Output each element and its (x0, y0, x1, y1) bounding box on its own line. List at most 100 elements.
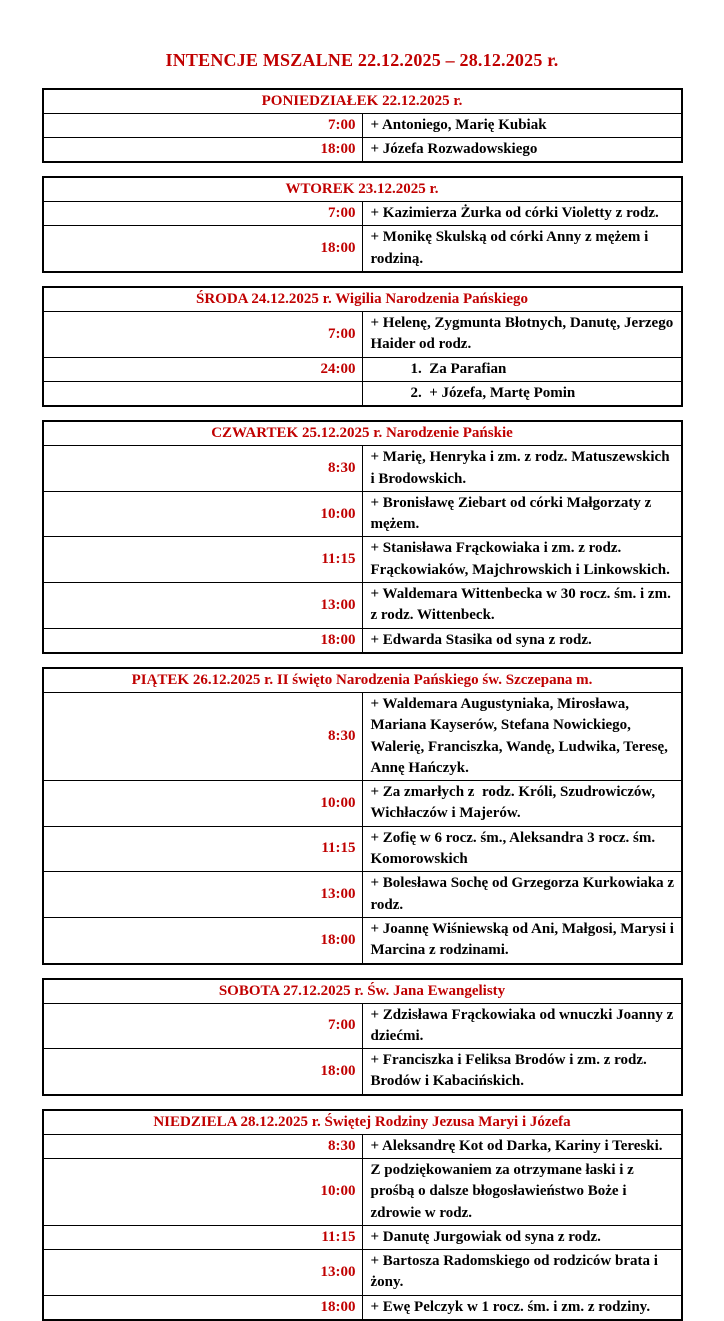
intention-text: + Kazimierza Żurka od córki Violetty z r… (361, 201, 682, 227)
time-cell: 10:00 (42, 490, 363, 538)
time-cell: 13:00 (42, 582, 363, 629)
intention-row: 11:15 + Zofię w 6 rocz. śm., Aleksandra 3… (42, 825, 682, 873)
intention-row: 18:00 + Józefa Rozwadowskiego (42, 136, 682, 163)
day-header: NIEDZIELA 28.12.2025 r. Świętej Rodziny … (42, 1109, 682, 1135)
day-header: WTOREK 23.12.2025 r. (42, 176, 682, 203)
day-table: PONIEDZIAŁEK 22.12.2025 r. 7:00 + Antonie… (41, 87, 683, 164)
intention-text: + Stanisława Frąckowiaka i zm. z rodz. F… (361, 536, 682, 584)
intention-row: 18:00 + Edwarda Stasika od syna z rodz. (42, 627, 682, 654)
time-cell: 18:00 (42, 627, 363, 654)
intention-text: 1. Za Parafian (361, 356, 682, 382)
day-header: PONIEDZIAŁEK 22.12.2025 r. (42, 88, 682, 114)
time-cell: 10:00 (42, 780, 363, 827)
day-table: PIĄTEK 26.12.2025 r. II święto Narodzeni… (41, 666, 683, 965)
intention-row: 18:00 + Ewę Pelczyk w 1 rocz. śm. i zm. z… (42, 1294, 682, 1321)
intention-row: 13:00 + Bartosza Radomskiego od rodziców … (42, 1249, 682, 1296)
intention-text: + Józefa Rozwadowskiego (361, 136, 682, 163)
intention-text: + Antoniego, Marię Kubiak (361, 112, 682, 138)
day-header: ŚRODA 24.12.2025 r. Wigilia Narodzenia P… (42, 286, 682, 313)
time-cell: 8:30 (42, 445, 363, 492)
intention-row: 7:00 + Zdzisława Frąckowiaka od wnuczki J… (42, 1002, 682, 1050)
intention-text: + Bartosza Radomskiego od rodziców brata… (361, 1249, 682, 1296)
day-table: CZWARTEK 25.12.2025 r. Narodzenie Pański… (41, 420, 683, 654)
time-cell: 8:30 (42, 691, 363, 782)
time-cell: 18:00 (42, 916, 363, 965)
intention-row: 7:00 + Antoniego, Marię Kubiak (42, 112, 682, 138)
intention-row: 10:00 + Za zmarłych z rodz. Króli, Szudro… (42, 780, 682, 827)
day-rows: 7:00 + Antoniego, Marię Kubiak 18:00 + Józe… (42, 112, 682, 163)
day-header: PIĄTEK 26.12.2025 r. II święto Narodzeni… (42, 667, 682, 693)
intention-row: 8:30 + Aleksandrę Kot od Darka, Kariny i … (42, 1133, 682, 1159)
document-page: INTENCJE MSZALNE 22.12.2025 – 28.12.2025… (41, 50, 683, 1321)
intention-row: 18:00 + Monikę Skulską od córki Anny z mę… (42, 225, 682, 273)
day-header: SOBOTA 27.12.2025 r. Św. Jana Ewangelist… (42, 978, 682, 1004)
schedule: PONIEDZIAŁEK 22.12.2025 r. 7:00 + Antonie… (0, 87, 724, 1321)
day-rows: 8:30 + Marię, Henryka i zm. z rodz. Matus… (42, 445, 682, 654)
day-header-row: WTOREK 23.12.2025 r. (42, 176, 682, 203)
intention-text: + Zdzisława Frąckowiaka od wnuczki Joann… (361, 1002, 682, 1050)
time-cell: 7:00 (42, 311, 363, 358)
intention-row: 24:00 1. Za Parafian (42, 356, 682, 382)
intention-text: + Franciszka i Feliksa Brodów i zm. z ro… (361, 1048, 682, 1096)
time-cell: 18:00 (42, 1294, 363, 1321)
intention-row: 8:30 + Waldemara Augustyniaka, Mirosława,… (42, 691, 682, 782)
intention-text: + Edwarda Stasika od syna z rodz. (361, 627, 682, 654)
time-cell: 7:00 (42, 201, 363, 227)
day-table: ŚRODA 24.12.2025 r. Wigilia Narodzenia P… (41, 286, 683, 408)
day-rows: 7:00 + Kazimierza Żurka od córki Violetty… (42, 201, 682, 273)
intention-text: + Helenę, Zygmunta Błotnych, Danutę, Jer… (361, 311, 682, 358)
intention-text: + Bolesława Sochę od Grzegorza Kurkowiak… (361, 871, 682, 918)
intention-row: 2. + Józefa, Martę Pomin (42, 380, 682, 407)
day-header-row: CZWARTEK 25.12.2025 r. Narodzenie Pański… (42, 420, 682, 447)
intention-text: + Marię, Henryka i zm. z rodz. Matuszews… (361, 445, 682, 492)
day-rows: 8:30 + Waldemara Augustyniaka, Mirosława,… (42, 691, 682, 965)
time-cell: 13:00 (42, 1249, 363, 1296)
intention-row: 13:00 + Bolesława Sochę od Grzegorza Kurk… (42, 871, 682, 918)
intention-text: + Ewę Pelczyk w 1 rocz. śm. i zm. z rodz… (361, 1294, 682, 1321)
time-cell: 11:15 (42, 536, 363, 584)
intention-text: + Danutę Jurgowiak od syna z rodz. (361, 1224, 682, 1251)
intention-row: 18:00 + Joannę Wiśniewską od Ani, Małgosi… (42, 916, 682, 965)
intention-row: 11:15 + Stanisława Frąckowiaka i zm. z ro… (42, 536, 682, 584)
time-cell (42, 380, 363, 407)
day-rows: 7:00 + Helenę, Zygmunta Błotnych, Danutę,… (42, 311, 682, 407)
intention-row: 18:00 + Franciszka i Feliksa Brodów i zm.… (42, 1048, 682, 1096)
intention-text: + Monikę Skulską od córki Anny z mężem i… (361, 225, 682, 273)
intention-row: 11:15 + Danutę Jurgowiak od syna z rodz. (42, 1224, 682, 1251)
intention-text: + Joannę Wiśniewską od Ani, Małgosi, Mar… (361, 916, 682, 965)
day-rows: 7:00 + Zdzisława Frąckowiaka od wnuczki J… (42, 1002, 682, 1096)
intention-row: 7:00 + Kazimierza Żurka od córki Violetty… (42, 201, 682, 227)
day-header: CZWARTEK 25.12.2025 r. Narodzenie Pański… (42, 420, 682, 447)
time-cell: 18:00 (42, 1048, 363, 1096)
day-header-row: PIĄTEK 26.12.2025 r. II święto Narodzeni… (42, 667, 682, 693)
intention-text: + Waldemara Wittenbecka w 30 rocz. śm. i… (361, 582, 682, 629)
day-header-row: SOBOTA 27.12.2025 r. Św. Jana Ewangelist… (42, 978, 682, 1004)
day-header-row: PONIEDZIAŁEK 22.12.2025 r. (42, 88, 682, 114)
intention-text: + Waldemara Augustyniaka, Mirosława, Mar… (361, 691, 682, 782)
time-cell: 24:00 (42, 356, 363, 382)
time-cell: 11:15 (42, 825, 363, 873)
intention-text: + Zofię w 6 rocz. śm., Aleksandra 3 rocz… (361, 825, 682, 873)
time-cell: 8:30 (42, 1133, 363, 1159)
intention-text: + Za zmarłych z rodz. Króli, Szudrowiczó… (361, 780, 682, 827)
time-cell: 11:15 (42, 1224, 363, 1251)
time-cell: 7:00 (42, 1002, 363, 1050)
time-cell: 7:00 (42, 112, 363, 138)
page-title: INTENCJE MSZALNE 22.12.2025 – 28.12.2025… (165, 50, 559, 70)
intention-row: 10:00 Z podziękowaniem za otrzymane łaski… (42, 1157, 682, 1226)
intention-row: 8:30 + Marię, Henryka i zm. z rodz. Matus… (42, 445, 682, 492)
time-cell: 18:00 (42, 136, 363, 163)
time-cell: 10:00 (42, 1157, 363, 1226)
day-table: SOBOTA 27.12.2025 r. Św. Jana Ewangelist… (41, 977, 683, 1096)
intention-text: + Bronisławę Ziebart od córki Małgorzaty… (361, 490, 682, 538)
intention-text: Z podziękowaniem za otrzymane łaski i z … (361, 1157, 682, 1226)
intention-text: + Aleksandrę Kot od Darka, Kariny i Tere… (361, 1133, 682, 1159)
intention-row: 10:00 + Bronisławę Ziebart od córki Małgo… (42, 490, 682, 538)
day-table: NIEDZIELA 28.12.2025 r. Świętej Rodziny … (41, 1108, 683, 1321)
day-header-row: NIEDZIELA 28.12.2025 r. Świętej Rodziny … (42, 1109, 682, 1135)
time-cell: 13:00 (42, 871, 363, 918)
intention-text: 2. + Józefa, Martę Pomin (361, 380, 682, 407)
day-rows: 8:30 + Aleksandrę Kot od Darka, Kariny i … (42, 1133, 682, 1321)
intention-row: 7:00 + Helenę, Zygmunta Błotnych, Danutę,… (42, 311, 682, 358)
intention-row: 13:00 + Waldemara Wittenbecka w 30 rocz. … (42, 582, 682, 629)
